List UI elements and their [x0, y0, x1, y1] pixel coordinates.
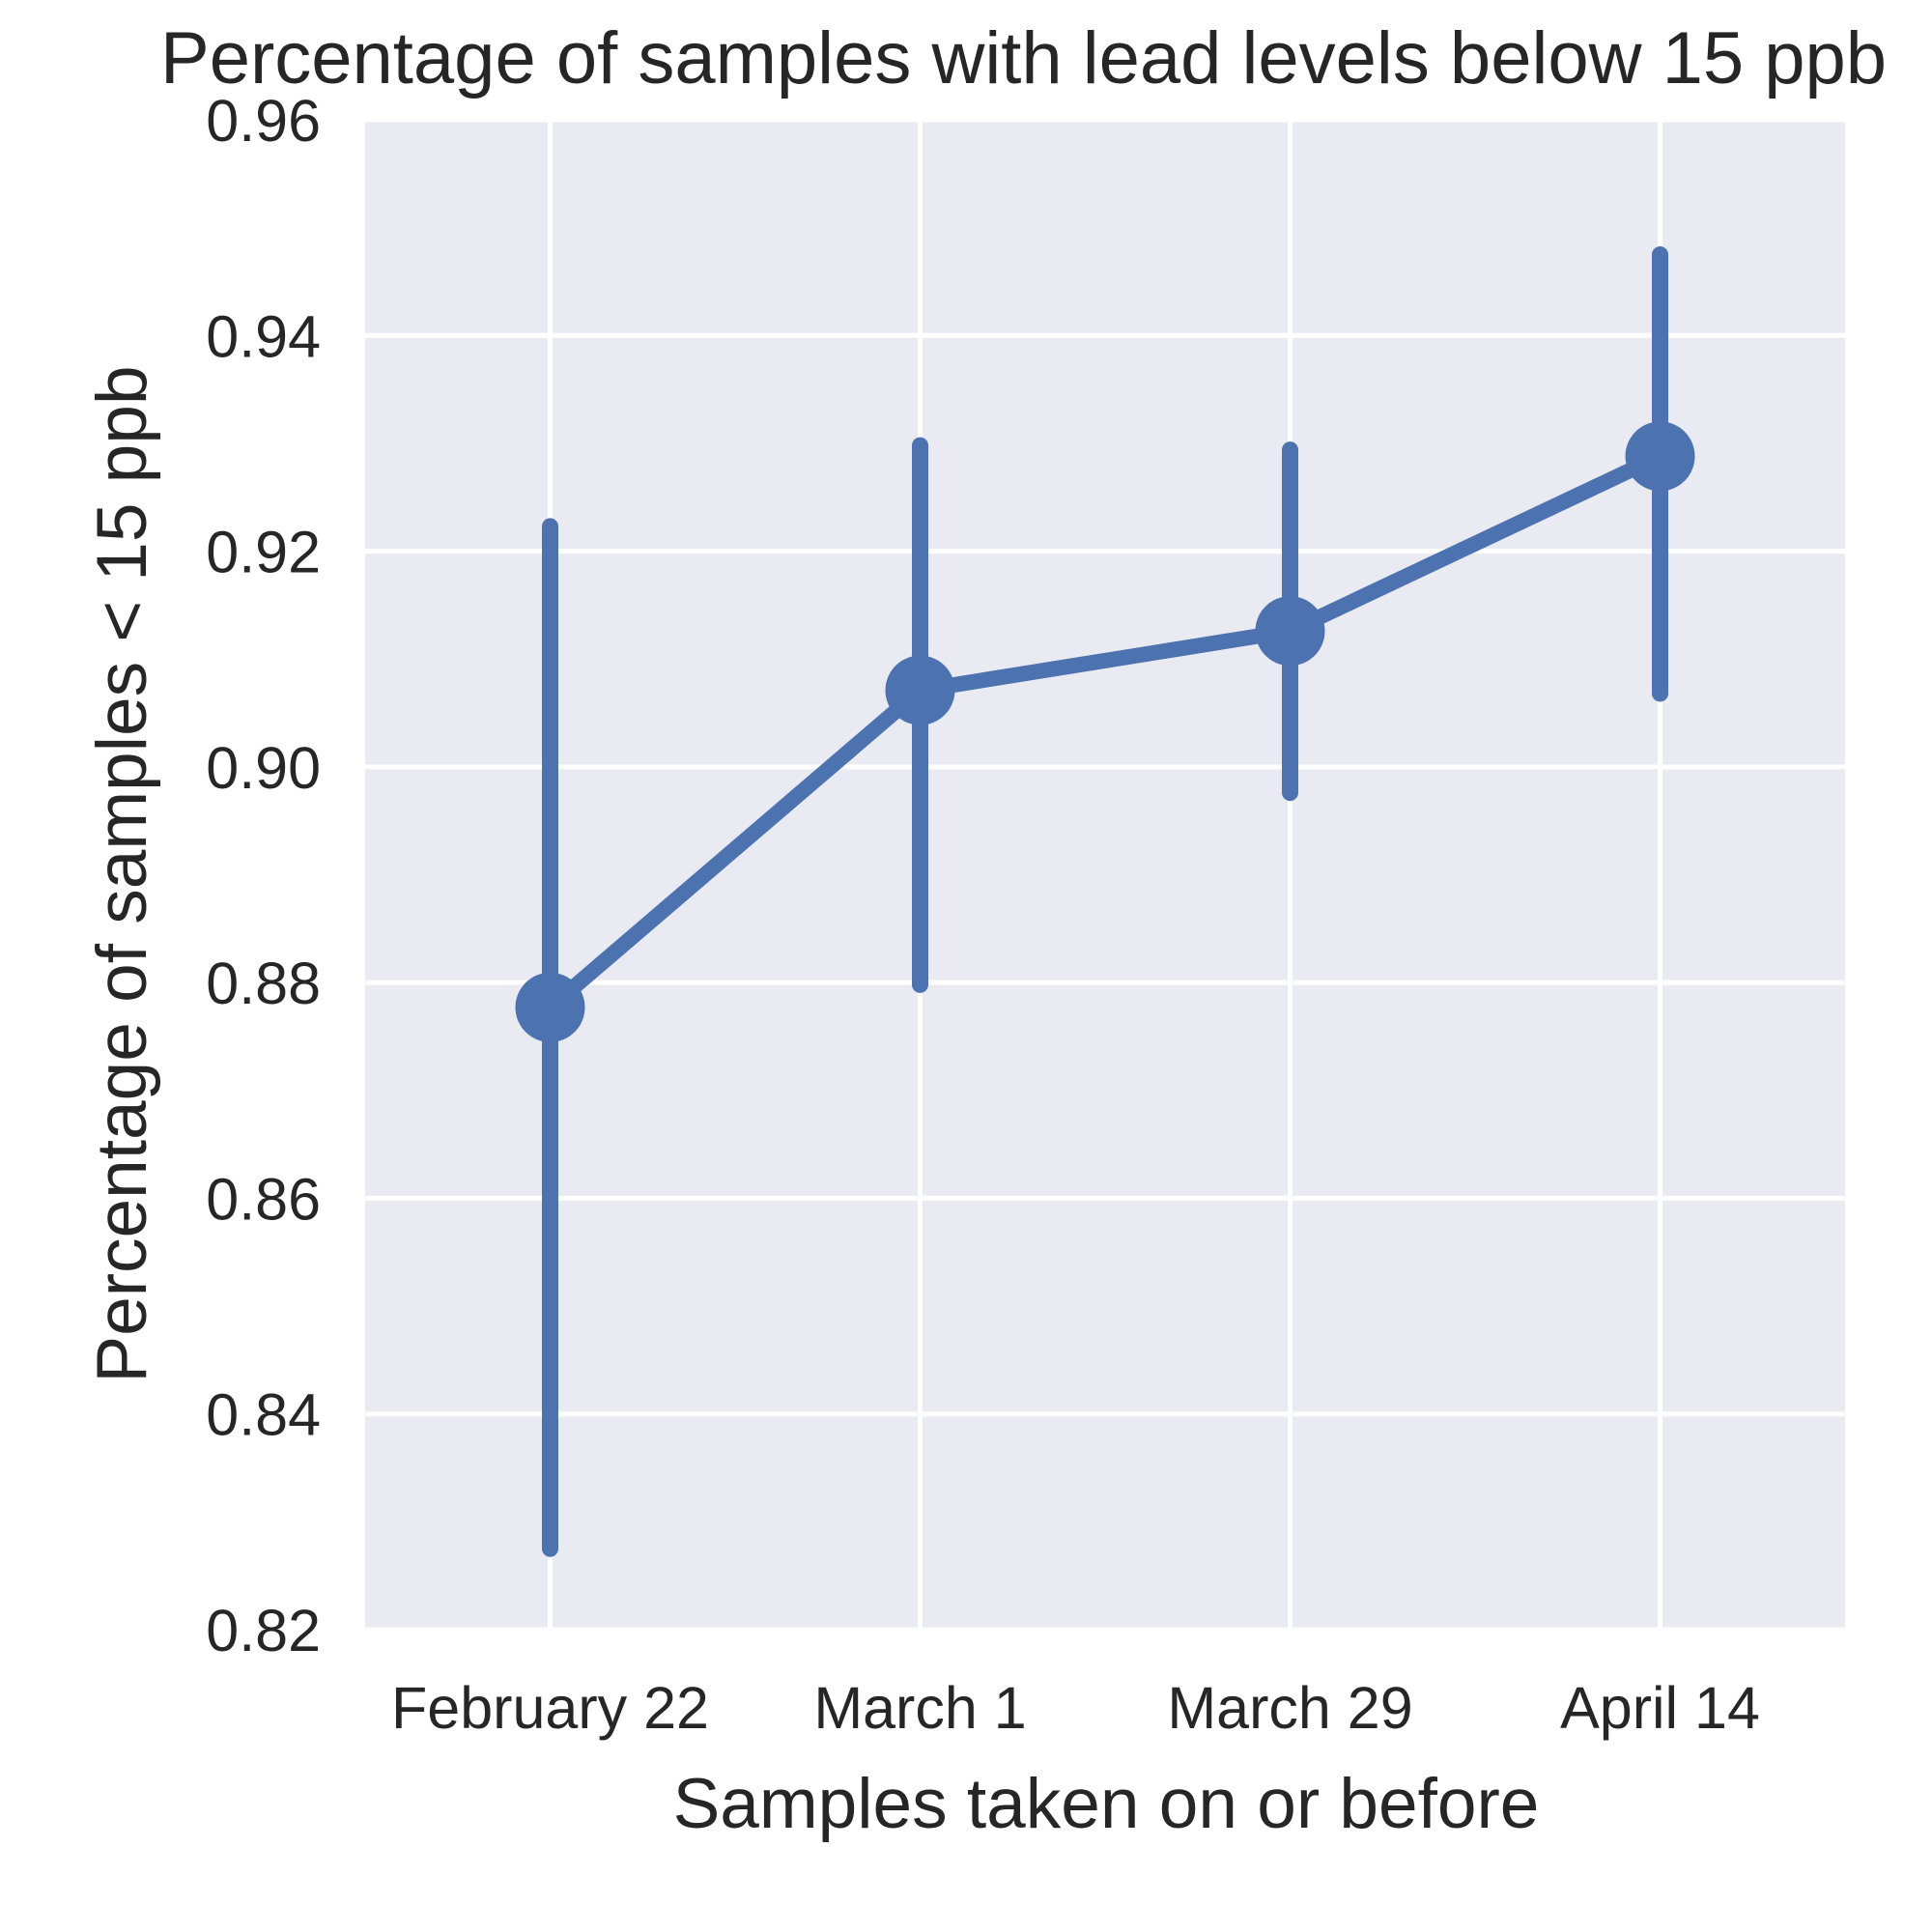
x-tick-label: March 1	[813, 1675, 1026, 1741]
x-axis-label: Samples taken on or before	[673, 1765, 1540, 1843]
y-tick-label: 0.84	[206, 1382, 321, 1448]
series-line	[545, 449, 1663, 1013]
data-point	[515, 972, 585, 1042]
data-point	[1255, 596, 1325, 667]
y-tick-label: 0.94	[206, 303, 321, 369]
y-tick-label: 0.90	[206, 735, 321, 801]
y-tick-label: 0.88	[206, 951, 321, 1016]
data-point	[885, 655, 955, 725]
x-tick-labels: February 22 March 1 March 29 April 14	[391, 1675, 1760, 1741]
y-tick-label: 0.86	[206, 1166, 321, 1232]
data-point	[1625, 421, 1695, 492]
plot-area	[365, 120, 1845, 1630]
series-line-layer	[545, 449, 1663, 1013]
x-tick-label: March 29	[1167, 1675, 1412, 1741]
y-tick-labels: 0.82 0.84 0.86 0.88 0.90 0.92 0.94 0.96	[206, 88, 321, 1663]
chart-title: Percentage of samples with lead levels b…	[160, 17, 1887, 99]
y-tick-label: 0.92	[206, 520, 321, 585]
y-axis-label: Percentage of samples < 15 ppb	[83, 365, 161, 1382]
x-tick-label: April 14	[1560, 1675, 1760, 1741]
x-tick-label: February 22	[391, 1675, 709, 1741]
y-tick-label: 0.82	[206, 1598, 321, 1663]
y-tick-label: 0.96	[206, 88, 321, 154]
series-points	[515, 421, 1695, 1042]
